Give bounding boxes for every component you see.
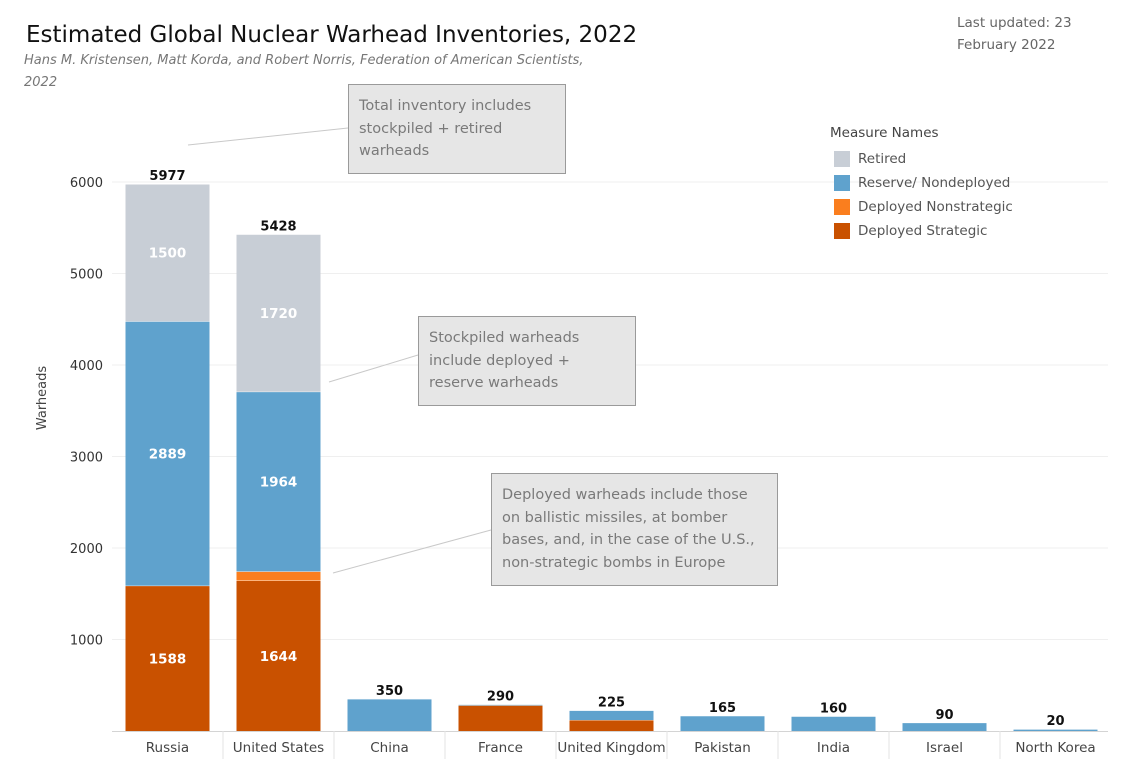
- bar-segment[interactable]: [125, 321, 210, 586]
- segment-value-label: 1964: [260, 475, 298, 491]
- bar-segment[interactable]: [458, 704, 543, 706]
- total-value-label: 5977: [149, 169, 185, 184]
- total-value-label: 290: [487, 689, 514, 704]
- total-value-label: 160: [820, 701, 847, 716]
- x-tick-label: India: [817, 740, 850, 756]
- annotation-total-inventory: Total inventory includes stockpiled + re…: [348, 84, 566, 174]
- segment-value-label: 2889: [149, 447, 187, 463]
- bar-segment[interactable]: [236, 234, 321, 392]
- x-tick-label: China: [370, 740, 409, 756]
- annotation-leader-line: [332, 529, 492, 574]
- bar-segment[interactable]: [458, 705, 543, 731]
- x-tick-label: North Korea: [1015, 740, 1095, 756]
- legend: Measure Names Retired Reserve/ Nondeploy…: [830, 125, 1013, 243]
- last-updated-text: Last updated: 23 February 2022: [957, 15, 1072, 53]
- x-tick-label: United Kingdom: [557, 740, 665, 756]
- total-value-label: 225: [598, 695, 625, 710]
- x-tick-label: Israel: [926, 740, 963, 756]
- legend-swatch-deployed-strategic: [834, 223, 850, 239]
- legend-item-reserve[interactable]: Reserve/ Nondeployed: [830, 171, 1013, 195]
- legend-label: Reserve/ Nondeployed: [858, 175, 1011, 191]
- legend-title: Measure Names: [830, 125, 939, 141]
- annotation-leader-line: [328, 354, 419, 383]
- y-tick-label: 6000: [70, 176, 103, 191]
- x-tick-label: Pakistan: [694, 740, 751, 756]
- segment-value-label: 1500: [149, 246, 187, 262]
- bar-segment[interactable]: [236, 571, 321, 581]
- total-value-label: 5428: [260, 219, 296, 234]
- bar-segment[interactable]: [125, 585, 210, 731]
- bar-segment[interactable]: [569, 710, 654, 721]
- y-axis-label: Warheads: [35, 366, 50, 431]
- bar-segment[interactable]: [791, 716, 876, 731]
- bar-segment[interactable]: [125, 184, 210, 322]
- total-value-label: 350: [376, 684, 403, 699]
- segment-value-label: 1588: [149, 651, 187, 667]
- bar-segment[interactable]: [236, 391, 321, 572]
- y-tick-label: 3000: [70, 451, 103, 466]
- total-value-label: 90: [935, 708, 953, 723]
- x-axis: Russia United States China France United Kin…: [112, 731, 1108, 759]
- legend-item-deployed-strategic[interactable]: Deployed Strategic: [830, 219, 1013, 243]
- total-value-label: 20: [1046, 714, 1064, 729]
- legend-swatch-reserve: [834, 175, 850, 191]
- segment-value-label: 1720: [260, 306, 298, 322]
- y-axis: 1000 2000 3000 4000 5000 6000: [70, 176, 103, 649]
- legend-swatch-deployed-nonstrategic: [834, 199, 850, 215]
- legend-label: Deployed Nonstrategic: [858, 199, 1013, 215]
- legend-item-deployed-nonstrategic[interactable]: Deployed Nonstrategic: [830, 195, 1013, 219]
- annotation-stockpiled: Stockpiled warheads include deployed + r…: [418, 316, 636, 406]
- annotation-leader-line: [187, 127, 349, 146]
- annotation-deployed: Deployed warheads include those on balli…: [491, 473, 778, 586]
- segment-value-label: 1644: [260, 649, 298, 665]
- bar-segment[interactable]: [902, 722, 987, 731]
- bar-segment[interactable]: [680, 715, 765, 731]
- bar-segment[interactable]: [569, 720, 654, 731]
- y-tick-label: 4000: [70, 359, 103, 374]
- y-tick-label: 2000: [70, 542, 103, 557]
- x-tick-label: France: [478, 740, 523, 756]
- legend-swatch-retired: [834, 151, 850, 167]
- y-tick-label: 5000: [70, 268, 103, 283]
- y-tick-label: 1000: [70, 634, 103, 649]
- total-value-label: 165: [709, 701, 736, 716]
- bar-segment[interactable]: [236, 580, 321, 731]
- legend-label: Retired: [858, 151, 907, 167]
- chart-title: Estimated Global Nuclear Warhead Invento…: [26, 22, 638, 48]
- bar-segment[interactable]: [1013, 729, 1098, 731]
- bars: 1588 2889 1500 5977 1644 1964 1720 5428 350 290 22…: [125, 169, 1098, 731]
- legend-item-retired[interactable]: Retired: [830, 147, 1013, 171]
- annotation-leaders: [187, 127, 492, 574]
- x-tick-label: Russia: [146, 740, 189, 756]
- legend-label: Deployed Strategic: [858, 223, 988, 239]
- chart-subtitle: Hans M. Kristensen, Matt Korda, and Robe…: [24, 53, 584, 90]
- bar-segment[interactable]: [347, 698, 432, 731]
- x-tick-label: United States: [233, 740, 324, 756]
